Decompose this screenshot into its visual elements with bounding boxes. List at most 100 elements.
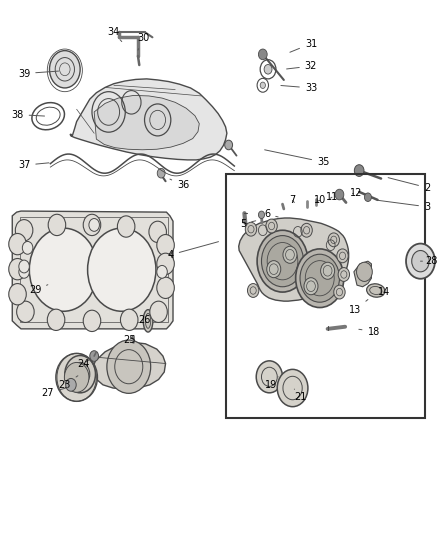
Circle shape (258, 49, 267, 60)
Text: 5: 5 (240, 219, 256, 229)
Circle shape (9, 233, 26, 255)
Bar (20, 217, 168, 322)
Bar (226, 174, 425, 418)
Circle shape (157, 235, 174, 256)
Circle shape (9, 284, 26, 305)
Circle shape (338, 268, 350, 281)
Text: 30: 30 (138, 34, 150, 50)
Text: 26: 26 (138, 315, 151, 325)
Polygon shape (12, 211, 173, 329)
Circle shape (256, 361, 283, 393)
Circle shape (277, 369, 308, 407)
Circle shape (261, 236, 304, 287)
Text: 27: 27 (41, 387, 69, 398)
Circle shape (9, 259, 26, 280)
Polygon shape (354, 261, 371, 287)
Text: 35: 35 (265, 150, 329, 167)
Text: 10: 10 (314, 196, 326, 205)
Circle shape (283, 246, 297, 263)
Text: 23: 23 (59, 376, 78, 390)
Text: 24: 24 (77, 359, 90, 368)
Ellipse shape (367, 284, 385, 297)
Circle shape (354, 165, 364, 176)
Circle shape (300, 254, 339, 302)
Text: 12: 12 (350, 188, 362, 198)
Circle shape (258, 211, 265, 219)
Text: 11: 11 (326, 192, 338, 202)
Circle shape (157, 253, 174, 274)
Circle shape (65, 356, 95, 393)
Circle shape (245, 222, 257, 236)
Circle shape (266, 219, 277, 233)
Circle shape (260, 82, 265, 88)
Circle shape (120, 309, 138, 330)
Text: 14: 14 (378, 287, 391, 297)
Text: 31: 31 (290, 39, 317, 52)
Circle shape (19, 265, 29, 278)
Circle shape (157, 168, 165, 178)
Circle shape (157, 265, 167, 278)
Circle shape (90, 351, 99, 361)
Circle shape (335, 189, 344, 200)
Ellipse shape (143, 310, 153, 332)
Text: 39: 39 (18, 69, 59, 78)
Circle shape (89, 219, 99, 231)
Circle shape (149, 221, 166, 243)
Text: 21: 21 (294, 389, 306, 402)
Circle shape (328, 233, 339, 247)
Circle shape (267, 261, 281, 278)
Circle shape (17, 301, 34, 322)
Text: 38: 38 (11, 110, 45, 119)
Circle shape (47, 309, 65, 330)
Circle shape (321, 262, 335, 279)
Circle shape (264, 64, 272, 74)
Text: 18: 18 (359, 327, 380, 336)
Circle shape (15, 220, 33, 241)
Circle shape (247, 284, 259, 297)
Circle shape (257, 230, 308, 292)
Circle shape (88, 228, 156, 311)
Circle shape (157, 277, 174, 298)
Text: 19: 19 (265, 377, 278, 390)
Circle shape (337, 249, 348, 263)
Text: 36: 36 (170, 179, 189, 190)
Text: 4: 4 (168, 241, 219, 260)
Text: 2: 2 (388, 177, 430, 192)
Circle shape (49, 51, 80, 88)
Circle shape (71, 362, 90, 386)
Polygon shape (70, 79, 227, 160)
Text: 29: 29 (29, 285, 48, 295)
Circle shape (301, 223, 312, 237)
Text: 13: 13 (349, 300, 368, 315)
Circle shape (83, 214, 101, 236)
Circle shape (304, 278, 318, 295)
Circle shape (364, 193, 371, 201)
Circle shape (150, 301, 167, 322)
Text: 33: 33 (281, 83, 317, 93)
Polygon shape (239, 218, 349, 301)
Circle shape (22, 241, 33, 254)
Circle shape (64, 362, 89, 392)
Text: 37: 37 (18, 160, 49, 170)
Circle shape (117, 216, 135, 237)
Text: 25: 25 (123, 335, 135, 344)
Polygon shape (94, 95, 199, 150)
Circle shape (412, 251, 429, 272)
Ellipse shape (56, 353, 97, 401)
Circle shape (296, 249, 344, 308)
Circle shape (83, 310, 101, 332)
Circle shape (334, 285, 345, 299)
Text: 28: 28 (420, 256, 438, 266)
Circle shape (107, 340, 151, 393)
Text: 6: 6 (264, 209, 278, 219)
Circle shape (29, 228, 98, 311)
Text: 3: 3 (377, 200, 430, 212)
Circle shape (406, 244, 435, 279)
Polygon shape (92, 342, 166, 389)
Circle shape (48, 214, 66, 236)
Circle shape (225, 140, 233, 150)
Circle shape (357, 262, 372, 281)
Text: 34: 34 (107, 27, 122, 42)
Text: 7: 7 (290, 196, 296, 205)
Circle shape (19, 260, 29, 273)
